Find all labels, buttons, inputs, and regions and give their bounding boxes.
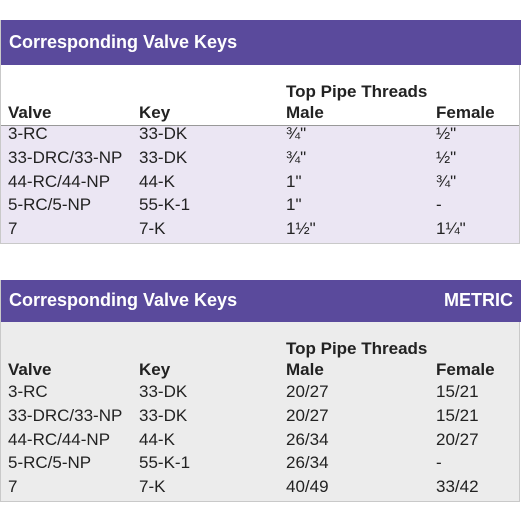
table-cell: 44-RC/44-NP <box>8 171 111 191</box>
table-cell: 3-RC <box>8 124 48 143</box>
table-cell: 33-DK <box>139 382 188 401</box>
table: Corresponding Valve Keys METRIC Top Pipe T… <box>0 280 521 502</box>
table-cell: 33-DK <box>139 147 188 167</box>
table-cell: - <box>436 195 442 215</box>
table-cell: 1" <box>286 171 302 191</box>
column-header: Key <box>139 360 171 379</box>
table-cell: - <box>436 453 442 473</box>
table-title: Corresponding Valve Keys <box>9 290 238 310</box>
table-cell: 20/27 <box>436 429 479 449</box>
table-cell: 3-RC <box>8 382 48 401</box>
table-cell: 15/21 <box>436 405 479 425</box>
table-cell: 26/34 <box>286 453 329 473</box>
row-band <box>1 322 519 501</box>
table-cell: ½" <box>436 124 457 143</box>
table-cell: 7 <box>8 477 18 497</box>
table-cell: ¾" <box>286 124 307 143</box>
table-cell: 33-DRC/33-NP <box>8 147 123 167</box>
table-cell: 20/27 <box>286 382 329 401</box>
column-header: Valve <box>8 103 52 122</box>
table-cell: 33-DK <box>139 405 188 425</box>
table-cell: 55-K-1 <box>139 195 191 215</box>
group-header: Top Pipe Threads <box>286 339 428 358</box>
table-cell: 44-K <box>139 171 175 191</box>
table-cell: 7-K <box>139 219 166 239</box>
column-header: Female <box>436 103 495 122</box>
table-cell: 7 <box>8 219 18 239</box>
table-title-bar: Corresponding Valve Keys <box>1 20 521 65</box>
table-cell: ½" <box>436 147 457 167</box>
table-cell: 33-DK <box>139 124 188 143</box>
table-cell: 44-RC/44-NP <box>8 429 111 449</box>
column-header: Valve <box>8 360 52 379</box>
table-cell: 1½" <box>286 219 316 239</box>
table-cell: 1" <box>286 195 302 215</box>
column-header: Key <box>139 103 171 122</box>
table-cell: 44-K <box>139 429 175 449</box>
table-cell: 33-DRC/33-NP <box>8 405 123 425</box>
table-cell: 7-K <box>139 477 166 497</box>
table-cell: 20/27 <box>286 405 329 425</box>
table: Corresponding Valve Keys Top Pipe Threads… <box>0 20 521 244</box>
column-header: Male <box>286 103 324 122</box>
table-cell: 26/34 <box>286 429 329 449</box>
table-cell: 5-RC/5-NP <box>8 195 92 215</box>
table-cell: 40/49 <box>286 477 329 497</box>
table-title-bar: Corresponding Valve Keys METRIC <box>1 280 521 322</box>
table-cell: 33/42 <box>436 477 479 497</box>
table-title: Corresponding Valve Keys <box>9 31 238 52</box>
table-cell: 5-RC/5-NP <box>8 453 92 473</box>
column-header: Male <box>286 360 324 379</box>
header-rule <box>1 125 519 126</box>
row-band <box>1 125 519 243</box>
table-cell: 55-K-1 <box>139 453 191 473</box>
table-cell: ¾" <box>436 171 457 191</box>
table-cell: 1¼" <box>436 219 466 239</box>
table-cell: ¾" <box>286 147 307 167</box>
table-cell: 15/21 <box>436 382 479 401</box>
column-header: Female <box>436 360 495 379</box>
group-header: Top Pipe Threads <box>286 82 428 101</box>
table-badge: METRIC <box>444 290 513 310</box>
